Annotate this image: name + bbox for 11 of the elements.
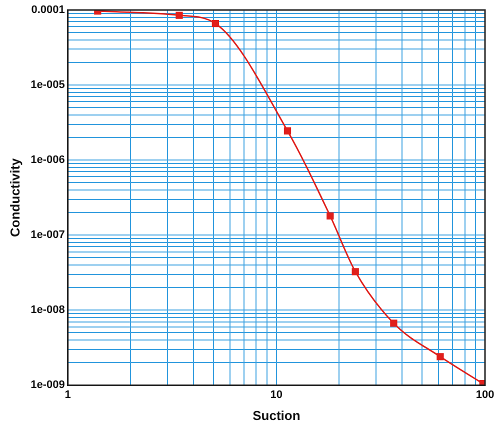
- x-tick-label: 100: [476, 388, 494, 401]
- y-tick-label: 1e-006: [30, 154, 65, 166]
- y-tick-label: 1e-009: [30, 379, 65, 392]
- y-tick-label: 0.0001: [31, 4, 65, 16]
- y-tick-label: 1e-008: [30, 304, 65, 316]
- y-tick-label: 1e-007: [30, 229, 65, 242]
- y-axis-title: Conductivity: [7, 157, 22, 237]
- x-tick-label: 10: [270, 388, 283, 401]
- x-tick-label: 1: [64, 388, 71, 401]
- x-axis-title: Suction: [252, 408, 300, 423]
- y-tick-label: 1e-005: [30, 79, 65, 92]
